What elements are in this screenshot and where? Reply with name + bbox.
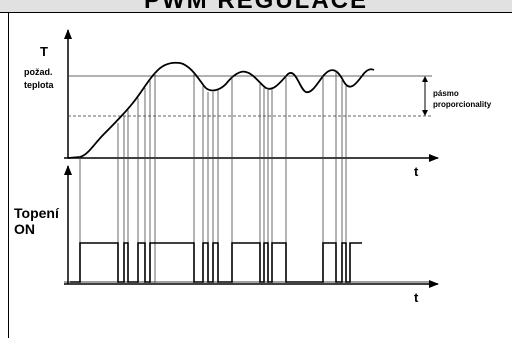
setpoint-label-2: teplota [24,80,54,90]
lower-x-label: t [414,290,419,305]
setpoint-label-1: požad. [24,67,53,77]
upper-y-label: T [40,44,48,59]
page-title: PWM REGULACE [0,0,512,12]
band-label-1: pásmo [433,89,459,98]
title-bar: PWM REGULACE [0,0,512,13]
upper-x-label: t [414,164,419,179]
frame-left-border [8,12,9,338]
signal-label-2: ON [14,221,35,237]
band-label-2: proporcionality [433,100,492,109]
temperature-curve [67,61,375,159]
pwm-signal [70,242,362,283]
signal-label-1: Topení [14,205,60,221]
